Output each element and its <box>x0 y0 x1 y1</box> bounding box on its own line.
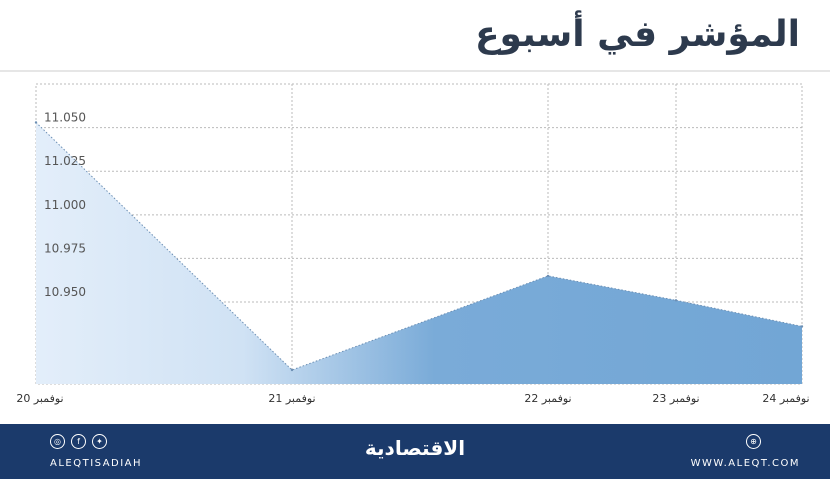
y-tick-label: 11.050 <box>44 111 86 125</box>
y-tick-label: 11.000 <box>44 198 86 212</box>
x-tick-label: 22 نوفمبر <box>524 392 571 405</box>
x-tick-label: 24 نوفمبر <box>762 392 809 405</box>
area-series <box>36 122 802 385</box>
y-tick-label: 10.975 <box>44 241 86 255</box>
title-divider <box>0 70 830 72</box>
data-point <box>34 121 38 124</box>
social-handle[interactable]: ALEQTISADIAH <box>50 458 143 469</box>
data-point <box>800 325 804 328</box>
brand-logo: الاقتصادية <box>364 436 466 460</box>
data-point <box>674 299 678 302</box>
chart-title: المؤشر في أسبوع <box>474 14 800 55</box>
area-outline <box>35 122 803 371</box>
data-point <box>290 368 294 372</box>
instagram-icon[interactable]: ◎ <box>50 434 65 449</box>
x-tick-label: 21 نوفمبر <box>268 392 315 405</box>
twitter-icon[interactable]: ✦ <box>92 434 107 449</box>
footer-bar: ◎ f ✦ ALEQTISADIAH الاقتصادية ⊕ WWW.ALEQ… <box>0 424 830 479</box>
y-tick-label: 11.025 <box>44 154 86 168</box>
facebook-icon[interactable]: f <box>71 434 86 449</box>
x-tick-label: 23 نوفمبر <box>652 392 699 405</box>
chart-card: المؤشر في أسبوع 10.950 10.975 11.000 11.025… <box>0 14 830 405</box>
data-point <box>546 274 550 278</box>
web-icon[interactable]: ⊕ <box>746 434 761 449</box>
website-link[interactable]: WWW.ALEQT.COM <box>690 458 800 469</box>
y-tick-label: 10.950 <box>44 285 86 299</box>
x-tick-label: 20 نوفمبر <box>16 392 63 405</box>
area-chart: 10.950 10.975 11.000 11.025 11.050 20 نوفمبر 2… <box>16 83 810 405</box>
